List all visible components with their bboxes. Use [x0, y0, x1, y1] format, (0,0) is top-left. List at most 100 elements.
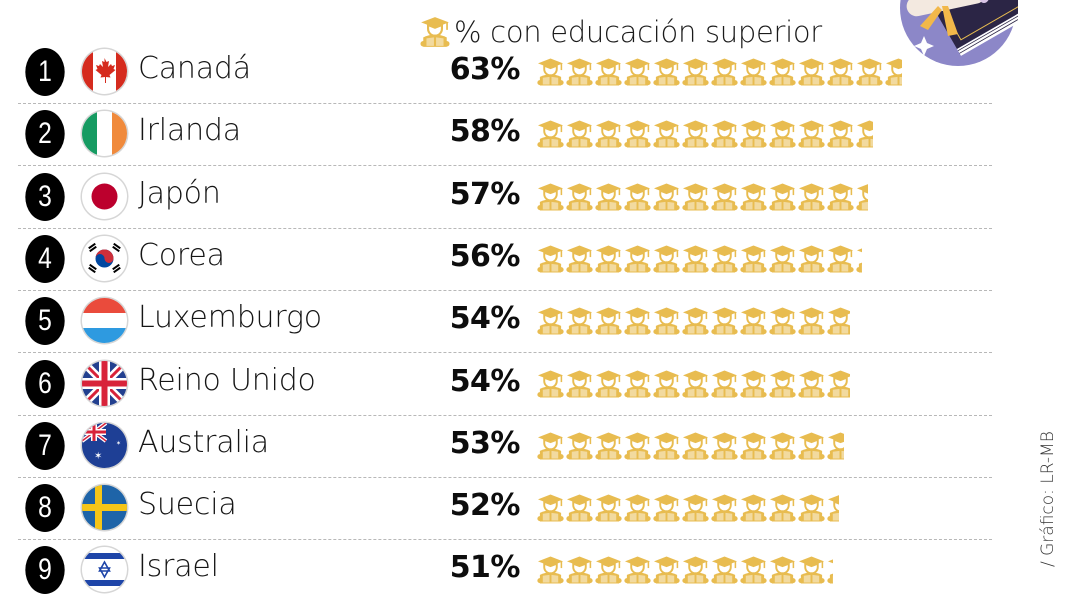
pictogram-bar — [537, 244, 862, 274]
graduate-reading-icon — [653, 57, 680, 87]
graduate-reading-icon — [769, 555, 796, 585]
pictogram-bar — [537, 119, 873, 149]
row-divider — [18, 539, 992, 541]
graduate-reading-icon — [682, 119, 709, 149]
graduate-reading-icon — [566, 555, 593, 585]
graduate-reading-icon — [566, 57, 593, 87]
graduate-reading-icon — [595, 555, 622, 585]
graduate-reading-icon — [595, 182, 622, 212]
graduate-reading-icon — [856, 57, 883, 87]
graduate-reading-icon — [740, 555, 767, 585]
graduate-reading-icon — [653, 244, 680, 274]
graduate-reading-icon — [740, 119, 767, 149]
australia-flag-icon: ✶ ✶ — [82, 422, 127, 468]
row-divider — [18, 352, 992, 354]
graduate-reading-icon — [682, 182, 709, 212]
percentage-value: 51% — [449, 550, 521, 586]
ireland-flag-icon — [82, 111, 127, 157]
ranking-row: 1 Canadá 63% — [0, 41, 1000, 103]
graduate-reading-icon — [827, 244, 854, 274]
graduate-reading-icon — [653, 555, 680, 585]
graduate-reading-icon — [827, 306, 850, 336]
uk-flag-icon — [82, 360, 127, 406]
graduate-reading-icon — [537, 57, 564, 87]
graduate-reading-icon — [682, 369, 709, 399]
percentage-value: 57% — [449, 176, 521, 212]
graduate-reading-icon — [624, 119, 651, 149]
graduate-reading-icon — [711, 57, 738, 87]
ranking-row: 9 Israel 51% — [0, 539, 1000, 601]
row-divider — [18, 165, 992, 167]
graduate-reading-icon — [595, 57, 622, 87]
graduate-reading-icon — [827, 555, 833, 585]
graphic-credit: / Gráfico: LR-MB — [1038, 431, 1058, 567]
rank-badge: 2 — [25, 110, 65, 159]
graduate-reading-icon — [740, 244, 767, 274]
graduate-reading-icon — [798, 244, 825, 274]
graduate-reading-icon — [653, 493, 680, 523]
rank-badge: 6 — [25, 359, 65, 408]
graduate-reading-icon — [624, 182, 651, 212]
rank-badge: 4 — [25, 234, 65, 283]
graduate-reading-icon — [566, 431, 593, 461]
ranking-row: 2 Irlanda 58% — [0, 103, 1000, 165]
graduate-reading-icon — [537, 306, 564, 336]
row-divider — [18, 289, 992, 291]
graduate-reading-icon — [856, 182, 868, 212]
percentage-value: 53% — [449, 425, 521, 461]
chart-title: % con educación superior — [454, 15, 822, 49]
graduate-reading-icon — [769, 306, 796, 336]
graduate-reading-icon — [624, 244, 651, 274]
graduate-reading-icon — [798, 431, 825, 461]
country-name: Canadá — [138, 51, 251, 86]
rank-badge: 3 — [25, 172, 65, 221]
graduate-reading-icon — [537, 431, 564, 461]
graduate-reading-icon — [798, 119, 825, 149]
graduate-reading-icon — [769, 57, 796, 87]
row-divider — [18, 227, 992, 229]
row-divider — [18, 476, 992, 478]
graduate-reading-icon — [566, 306, 593, 336]
graduate-reading-icon — [827, 369, 850, 399]
percentage-value: 54% — [449, 363, 521, 399]
graduate-reading-icon — [566, 369, 593, 399]
graduate-reading-icon — [682, 431, 709, 461]
graduate-reading-icon — [740, 306, 767, 336]
graduate-reading-icon — [856, 244, 862, 274]
pictogram-bar — [537, 57, 902, 87]
rank-badge: 7 — [25, 421, 65, 470]
diploma-book-illustration — [900, 0, 1018, 66]
israel-flag-icon — [82, 547, 127, 593]
ranking-row: 5 Luxemburgo 54% — [0, 290, 1000, 352]
graduate-reading-icon — [682, 57, 709, 87]
percentage-value: 56% — [449, 238, 521, 274]
graduate-reading-icon — [595, 244, 622, 274]
graduate-reading-icon — [653, 182, 680, 212]
rank-badge: 5 — [25, 297, 65, 346]
graduate-reading-icon — [624, 431, 651, 461]
ranking-row: 3 Japón 57% — [0, 166, 1000, 228]
percentage-value: 58% — [449, 114, 521, 150]
rank-badge: 1 — [25, 48, 65, 96]
graduate-reading-icon — [740, 57, 767, 87]
graduate-reading-icon — [798, 369, 825, 399]
pictogram-bar — [537, 182, 868, 212]
svg-text:✶: ✶ — [94, 451, 102, 462]
graduate-reading-icon — [769, 493, 796, 523]
graduate-reading-icon — [537, 244, 564, 274]
graduate-reading-icon — [566, 182, 593, 212]
pictogram-bar — [537, 369, 850, 399]
sweden-flag-icon — [82, 485, 127, 531]
korea-flag-icon — [82, 235, 127, 281]
percentage-value: 54% — [449, 301, 521, 337]
graduate-reading-icon — [595, 119, 622, 149]
graduate-reading-icon — [769, 182, 796, 212]
svg-text:✶: ✶ — [116, 440, 121, 447]
graduate-reading-icon — [740, 493, 767, 523]
percentage-value: 63% — [449, 52, 521, 87]
graduate-reading-icon — [711, 244, 738, 274]
graduate-reading-icon — [827, 57, 854, 87]
graduate-reading-icon — [624, 57, 651, 87]
graduate-reading-icon — [566, 119, 593, 149]
graduate-reading-icon — [798, 493, 825, 523]
